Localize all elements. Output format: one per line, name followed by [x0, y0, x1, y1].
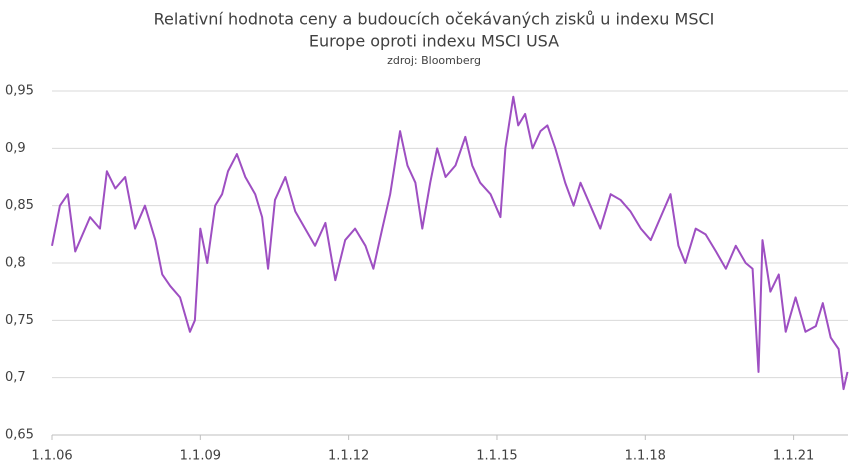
y-tick-label: 0,8 — [5, 256, 26, 271]
chart-title: Europe oproti indexu MSCI USA — [309, 32, 559, 51]
x-tick-label: 1.1.06 — [31, 449, 72, 464]
x-tick-label: 1.1.18 — [625, 449, 666, 464]
line — [51, 95, 849, 391]
x-tick-label: 1.1.21 — [773, 449, 814, 464]
chart-subtitle: zdroj: Bloomberg — [387, 54, 481, 67]
y-tick-label: 0,85 — [5, 198, 34, 213]
x-tick-label: 1.1.15 — [476, 449, 517, 464]
y-tick-label: 0,9 — [5, 141, 26, 156]
y-tick-label: 0,65 — [5, 428, 34, 443]
y-tick-label: 0,95 — [5, 84, 34, 99]
chart-title: Relativní hodnota ceny a budoucích očeká… — [154, 10, 715, 29]
y-tick-label: 0,7 — [5, 370, 26, 385]
x-tick-label: 1.1.09 — [180, 449, 221, 464]
y-tick-label: 0,75 — [5, 313, 34, 328]
x-tick-label: 1.1.12 — [328, 449, 369, 464]
